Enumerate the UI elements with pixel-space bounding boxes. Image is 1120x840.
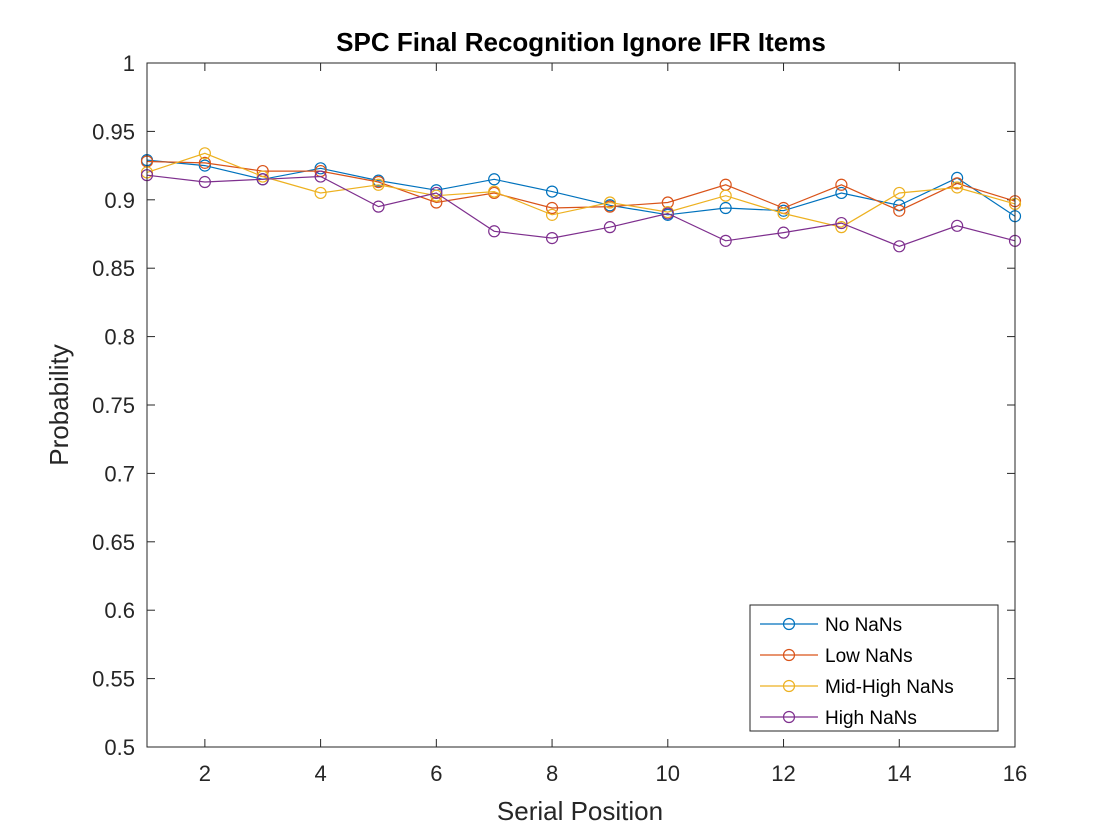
y-tick-label: 0.85: [92, 256, 135, 281]
data-point: [777, 204, 790, 217]
x-tick-label: 14: [887, 761, 911, 786]
data-point: [603, 221, 617, 234]
data-point: [951, 219, 964, 232]
legend-marker: [782, 710, 796, 724]
data-point: [430, 196, 443, 209]
y-tick-label: 0.75: [92, 393, 135, 418]
x-tick-label: 8: [546, 761, 558, 786]
x-tick-label: 6: [430, 761, 442, 786]
data-point: [835, 216, 848, 230]
data-point: [314, 162, 327, 175]
data-point: [545, 185, 559, 198]
x-tick-label: 10: [656, 761, 680, 786]
data-point: [198, 147, 211, 160]
data-point: [314, 170, 327, 183]
data-point: [372, 178, 385, 191]
y-tick-label: 0.95: [92, 119, 135, 144]
legend-item: Low NaNs: [760, 646, 913, 667]
data-point: [777, 207, 790, 220]
data-point: [488, 185, 501, 198]
data-point: [545, 232, 559, 245]
data-point: [893, 240, 906, 253]
x-tick-label: 2: [199, 761, 211, 786]
x-tick-label: 12: [771, 761, 795, 786]
data-point: [893, 204, 906, 217]
series-line: [146, 160, 1016, 212]
y-tick-label: 0.8: [104, 325, 135, 350]
data-point: [603, 200, 617, 213]
x-tick-label: 16: [1003, 761, 1027, 786]
data-point: [198, 175, 211, 189]
y-tick-label: 0.9: [104, 188, 135, 213]
data-point: [488, 173, 501, 186]
data-point: [198, 159, 211, 172]
data-point: [719, 189, 732, 202]
legend-box: [749, 604, 999, 732]
x-tick-label: 4: [314, 761, 326, 786]
data-point: [198, 156, 211, 169]
plot-frame: [146, 62, 1016, 748]
data-point: [951, 177, 964, 190]
data-point: [661, 207, 674, 220]
data-point: [603, 196, 617, 209]
data-point: [314, 186, 327, 200]
legend-label: High NaNs: [825, 708, 917, 729]
legend-item: Mid-High NaNs: [760, 677, 954, 698]
data-point: [835, 221, 848, 234]
legend: No NaNs Low NaNs Mid-High NaNs High NaNs: [749, 604, 999, 732]
y-tick-label: 0.65: [92, 530, 135, 555]
data-point: [835, 178, 848, 191]
data-point: [372, 175, 385, 189]
legend-marker: [782, 617, 796, 631]
series-line: [146, 159, 1016, 217]
y-tick-label: 0.6: [104, 598, 135, 623]
legend-item: No NaNs: [760, 615, 902, 636]
data-point: [545, 208, 559, 221]
data-point: [893, 186, 906, 200]
y-tick-label: 0.55: [92, 667, 135, 692]
y-tick-label: 0.5: [104, 735, 135, 760]
series-line: [146, 174, 1016, 247]
legend-item: High NaNs: [760, 708, 917, 729]
legend-marker: [782, 679, 796, 693]
series-line: [146, 152, 1016, 228]
data-point: [488, 225, 501, 238]
data-point: [835, 186, 848, 200]
data-point: [256, 173, 269, 186]
y-axis-title: Probability: [44, 344, 74, 465]
x-axis-title: Serial Position: [497, 796, 663, 826]
y-tick-label: 1: [123, 51, 135, 76]
data-point: [777, 226, 790, 239]
y-tick-label: 0.7: [104, 461, 135, 486]
series-3: [140, 169, 1022, 253]
data-point: [430, 189, 443, 202]
data-point: [372, 200, 385, 213]
legend-marker: [782, 648, 796, 662]
data-point: [545, 201, 559, 215]
data-point: [951, 181, 964, 194]
chart-title: SPC Final Recognition Ignore IFR Items: [336, 27, 826, 57]
data-point: [719, 234, 732, 247]
y-axis-title-group: Probability: [44, 344, 74, 465]
legend-label: Low NaNs: [825, 646, 913, 667]
data-point: [256, 170, 269, 183]
legend-label: Mid-High NaNs: [825, 677, 954, 698]
data-point: [430, 186, 443, 200]
legend-label: No NaNs: [825, 615, 902, 636]
data-point: [719, 201, 732, 215]
